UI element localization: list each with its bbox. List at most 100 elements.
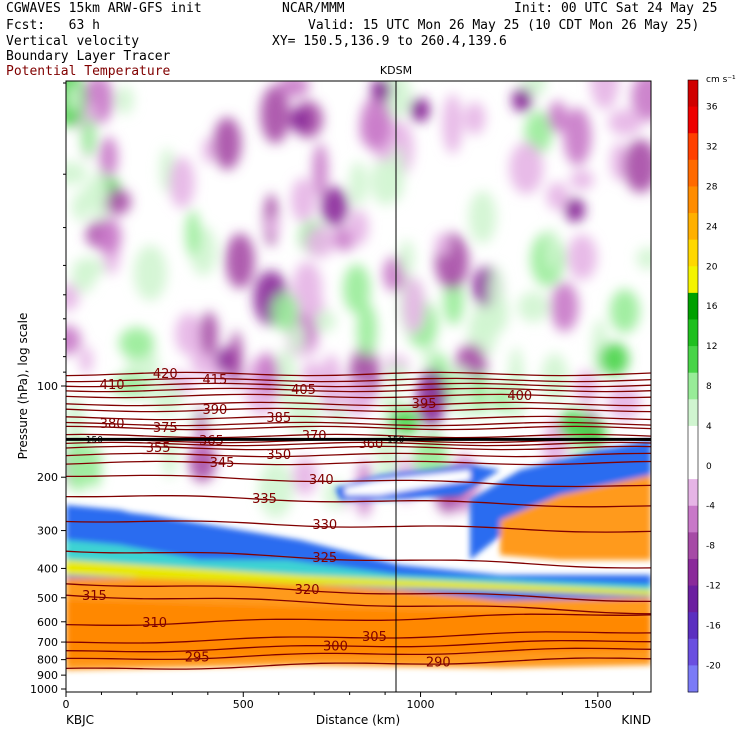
vv-cell: [66, 161, 88, 186]
vv-cell: [349, 161, 368, 207]
theta-contour: [66, 433, 651, 439]
colorbar-label: 4: [706, 422, 712, 432]
vv-cell: [343, 264, 371, 314]
vv-cell: [292, 261, 323, 317]
tracer-upper-plume-orange: [500, 475, 651, 560]
theta-contour: [66, 594, 651, 615]
colorbar-swatch: [688, 319, 698, 347]
theta-contour-label: 315: [82, 589, 107, 604]
vv-cell: [304, 226, 335, 258]
vv-cell: [66, 325, 82, 355]
right-endpoint-label: KIND: [621, 713, 651, 727]
theta-contour-label: 420: [153, 367, 178, 382]
theta-contour-label: 345: [210, 456, 235, 471]
theta-contour-label: 350: [266, 448, 291, 463]
vv-cell: [175, 312, 203, 356]
vv-cell: [442, 93, 463, 154]
colorbar-swatch: [688, 585, 698, 613]
theta-contour-label: 390: [202, 403, 227, 418]
vv-cell: [213, 117, 242, 170]
header-field-2: Boundary Layer Tracer: [6, 49, 171, 64]
y-tick-label: 200: [37, 471, 58, 484]
header-institution: NCAR/MMM: [282, 1, 345, 16]
colorbar-units: cm s⁻¹: [706, 75, 736, 85]
vv-cell: [472, 371, 487, 413]
theta-contour-label: 300: [323, 640, 348, 655]
vv-cell: [266, 215, 280, 236]
colorbar-swatch: [688, 80, 698, 108]
colorbar-swatch: [688, 505, 698, 533]
theta-contour: [66, 387, 651, 393]
vv-cell: [319, 354, 343, 414]
vv-cell: [185, 209, 201, 257]
vv-cell: [563, 107, 592, 166]
vv-core: [512, 88, 532, 112]
x-axis-title: Distance (km): [316, 713, 400, 727]
vv-cell: [87, 444, 102, 489]
theta-contour: [66, 613, 651, 626]
vv-cell: [570, 169, 594, 190]
colorbar-label: 12: [706, 342, 717, 352]
y-tick-label: 900: [37, 669, 58, 682]
x-tick-label: 500: [233, 698, 254, 711]
header-model: CGWAVES 15km ARW-GFS init: [6, 1, 202, 16]
theta-contour-label: 330: [312, 518, 337, 533]
vv-cell: [312, 143, 328, 197]
vv-cell: [290, 177, 316, 223]
colorbar-label: 16: [706, 302, 718, 312]
colorbar-swatch: [688, 186, 698, 214]
theta-contour-label: 400: [507, 389, 532, 404]
colorbar-swatch: [688, 133, 698, 161]
theta-contour: [66, 520, 651, 533]
vv-cell: [386, 363, 408, 386]
theta-contour-label: 290: [426, 656, 451, 671]
theta-contour: [66, 371, 651, 377]
colorbar-label: -8: [706, 542, 715, 552]
vv-cell: [133, 245, 168, 301]
vv-cell: [360, 96, 392, 151]
y-tick-label: 1000: [30, 683, 58, 696]
colorbar-label: -16: [706, 621, 721, 631]
vv-cell: [517, 291, 549, 323]
vv-cell: [83, 178, 110, 209]
header-field-3: Potential Temperature: [6, 64, 171, 79]
theta-contour: [66, 401, 651, 407]
theta-contour: [66, 452, 651, 458]
vv-cell: [533, 81, 546, 96]
theta-contour-label: 370: [302, 429, 327, 444]
colorbar-swatch: [688, 159, 698, 187]
theta-contour-label: 305: [362, 630, 387, 645]
vv-cell: [66, 437, 93, 492]
y-tick-label: 600: [37, 616, 58, 629]
vv-cell: [151, 381, 183, 415]
potential-temperature-contours: 290 295 300 305 310 315 320 325 330 335 340 345 350 3…: [66, 367, 651, 671]
tracer-lens-core: [345, 470, 470, 495]
colorbar-label: 20: [706, 262, 718, 272]
vv-cell: [631, 81, 651, 122]
colorbar-swatch: [688, 532, 698, 560]
theta-contour-label: 395: [412, 397, 437, 412]
vv-cell: [402, 277, 425, 335]
theta-contour-label: 340: [309, 473, 334, 488]
vv-core: [565, 198, 585, 222]
y-tick-label: 700: [37, 636, 58, 649]
station-marker-label: KDSM: [380, 64, 412, 77]
colorbar-label: 0: [706, 462, 712, 472]
colorbar-swatch: [688, 213, 698, 241]
vv-cell: [509, 141, 544, 194]
vv-cell: [169, 157, 195, 209]
theta-contour-label: 385: [266, 411, 291, 426]
vv-cell: [348, 209, 369, 246]
vv-cell: [202, 137, 216, 164]
tracer-left-tongue: [66, 505, 300, 560]
vv-cell: [103, 188, 131, 215]
vv-cell: [590, 81, 620, 110]
colorbar-swatch: [688, 452, 698, 480]
theta-contour: [66, 647, 651, 661]
vv-cell: [81, 116, 96, 157]
colorbar-label: 28: [706, 182, 718, 192]
vv-cell: [72, 257, 106, 279]
y-tick-label: 500: [37, 592, 58, 605]
colorbar-swatch: [688, 638, 698, 666]
theta-contour: [66, 382, 651, 388]
